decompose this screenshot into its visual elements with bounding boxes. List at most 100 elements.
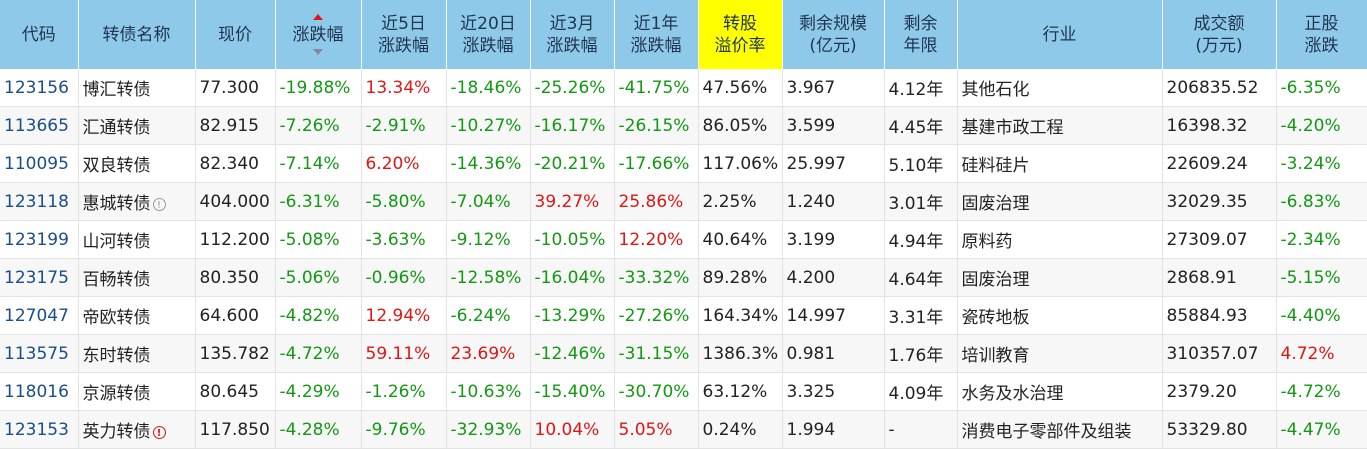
cell-volume: 32029.35: [1162, 182, 1277, 221]
column-header-industry[interactable]: 行业: [957, 0, 1163, 69]
cell-chg5d: -0.96%: [361, 258, 447, 297]
column-header-premium[interactable]: 转股 溢价率: [698, 0, 783, 69]
bond-code-link[interactable]: 123153: [4, 419, 69, 440]
column-header-chg3m[interactable]: 近3月 涨跌幅: [530, 0, 615, 69]
cell-price: 77.300: [195, 69, 276, 107]
cell-code: 113665: [0, 106, 79, 145]
table-row[interactable]: 118016 京源转债 80.645 -4.29% -1.26% -10.63% -15.4…: [0, 372, 1367, 411]
cell-volume: 2379.20: [1162, 372, 1277, 411]
cell-stock_chg: -6.35%: [1276, 69, 1367, 107]
bond-name[interactable]: 惠城转债: [82, 194, 151, 214]
column-header-name[interactable]: 转债名称: [78, 0, 196, 69]
bond-name[interactable]: 双良转债: [82, 156, 151, 176]
cell-chg: -7.26%: [275, 106, 362, 145]
cell-years: 4.45年: [884, 106, 958, 145]
column-header-scale[interactable]: 剩余规模 (亿元): [782, 0, 885, 69]
column-header-chg20d[interactable]: 近20日 涨跌幅: [446, 0, 531, 69]
bond-name[interactable]: 京源转债: [82, 384, 151, 404]
bond-name[interactable]: 百畅转债: [82, 270, 151, 290]
table-row[interactable]: 123153 英力转债! 117.850 -4.28% -9.76% -32.93% 10.…: [0, 410, 1367, 449]
cell-chg3m: -20.21%: [530, 144, 615, 183]
bond-code-link[interactable]: 113665: [4, 115, 69, 136]
cell-stock_chg: -4.47%: [1276, 410, 1367, 449]
cell-premium: 164.34%: [698, 296, 783, 335]
column-header-sublabel: 涨跌幅: [630, 35, 682, 56]
cell-price: 82.915: [195, 106, 276, 145]
bond-name[interactable]: 东时转债: [82, 346, 151, 366]
bond-name[interactable]: 山河转债: [82, 232, 151, 252]
column-header-stock_chg[interactable]: 正股 涨跌: [1276, 0, 1367, 69]
cell-chg: -4.28%: [275, 410, 362, 449]
column-header-sublabel: (万元): [1195, 35, 1243, 56]
bond-code-link[interactable]: 123118: [4, 191, 69, 212]
sort-asc-icon[interactable]: [313, 14, 323, 20]
cell-chg20d: -9.12%: [446, 220, 531, 259]
cell-years: 1.76年: [884, 334, 958, 373]
cell-chg5d: 12.94%: [361, 296, 447, 335]
table-row[interactable]: 127047 帝欧转债 64.600 -4.82% 12.94% -6.24% -13.29…: [0, 296, 1367, 335]
bond-code-link[interactable]: 123156: [4, 77, 69, 98]
table-row[interactable]: 113665 汇通转债 82.915 -7.26% -2.91% -10.27% -16.1…: [0, 106, 1367, 145]
cell-code: 118016: [0, 372, 79, 411]
column-header-chg[interactable]: 涨跌幅: [275, 0, 362, 69]
column-header-chg1y[interactable]: 近1年 涨跌幅: [614, 0, 699, 69]
cell-scale: 3.325: [782, 372, 885, 411]
cell-chg1y: -27.26%: [614, 296, 699, 335]
bond-code-link[interactable]: 127047: [4, 305, 69, 326]
column-header-sublabel: 年限: [903, 35, 938, 56]
cell-code: 123118: [0, 182, 79, 221]
cell-chg1y: 5.05%: [614, 410, 699, 449]
table-row[interactable]: 123156 博汇转债 77.300 -19.88% 13.34% -18.46% -25.…: [0, 69, 1367, 107]
bond-name[interactable]: 博汇转债: [82, 80, 151, 100]
cell-scale: 4.200: [782, 258, 885, 297]
bond-name[interactable]: 汇通转债: [82, 118, 151, 138]
bond-name[interactable]: 帝欧转债: [82, 308, 151, 328]
table-row[interactable]: 123175 百畅转债 80.350 -5.06% -0.96% -12.58% -16.0…: [0, 258, 1367, 297]
column-header-years[interactable]: 剩余 年限: [884, 0, 958, 69]
cell-price: 80.350: [195, 258, 276, 297]
bond-code-link[interactable]: 118016: [4, 381, 69, 402]
cell-volume: 53329.80: [1162, 410, 1277, 449]
bond-code-link[interactable]: 110095: [4, 153, 69, 174]
cell-chg5d: -2.91%: [361, 106, 447, 145]
cell-name: 东时转债: [78, 334, 196, 373]
info-icon[interactable]: !: [152, 197, 166, 211]
cell-chg: -19.88%: [275, 69, 362, 107]
bond-code-link[interactable]: 123199: [4, 229, 69, 250]
bond-code-link[interactable]: 113575: [4, 343, 69, 364]
cell-chg3m: -10.05%: [530, 220, 615, 259]
table-row[interactable]: 113575 东时转债 135.782 -4.72% 59.11% 23.69% -12.4…: [0, 334, 1367, 373]
warning-icon[interactable]: !: [152, 425, 166, 439]
column-header-label: 近1年: [633, 13, 679, 34]
cell-chg20d: -14.36%: [446, 144, 531, 183]
column-header-sublabel: 涨跌: [1304, 35, 1339, 56]
column-header-volume[interactable]: 成交额 (万元): [1162, 0, 1277, 69]
column-header-code[interactable]: 代码: [0, 0, 79, 69]
table-row[interactable]: 123199 山河转债 112.200 -5.08% -3.63% -9.12% -10.0…: [0, 220, 1367, 259]
bond-name[interactable]: 英力转债: [82, 422, 151, 442]
cell-industry: 硅料硅片: [957, 144, 1163, 183]
cell-premium: 89.28%: [698, 258, 783, 297]
column-header-price[interactable]: 现价: [195, 0, 276, 69]
cell-volume: 2868.91: [1162, 258, 1277, 297]
cell-chg1y: 12.20%: [614, 220, 699, 259]
cell-scale: 25.997: [782, 144, 885, 183]
cell-chg1y: -31.15%: [614, 334, 699, 373]
column-header-chg5d[interactable]: 近5日 涨跌幅: [361, 0, 447, 69]
cell-stock_chg: -2.34%: [1276, 220, 1367, 259]
cell-name: 百畅转债: [78, 258, 196, 297]
bond-code-link[interactable]: 123175: [4, 267, 69, 288]
cell-chg20d: -6.24%: [446, 296, 531, 335]
column-header-label: 代码: [21, 24, 56, 45]
table-row[interactable]: 123118 惠城转债! 404.000 -6.31% -5.80% -7.04% 39.2…: [0, 182, 1367, 221]
sort-desc-icon[interactable]: [313, 49, 323, 55]
cell-chg: -7.14%: [275, 144, 362, 183]
cell-industry: 瓷砖地板: [957, 296, 1163, 335]
cell-chg: -5.08%: [275, 220, 362, 259]
cell-chg20d: 23.69%: [446, 334, 531, 373]
cell-code: 123199: [0, 220, 79, 259]
cell-industry: 水务及水治理: [957, 372, 1163, 411]
table-row[interactable]: 110095 双良转债 82.340 -7.14% 6.20% -14.36% -20.21…: [0, 144, 1367, 183]
cell-premium: 86.05%: [698, 106, 783, 145]
cell-name: 汇通转债: [78, 106, 196, 145]
